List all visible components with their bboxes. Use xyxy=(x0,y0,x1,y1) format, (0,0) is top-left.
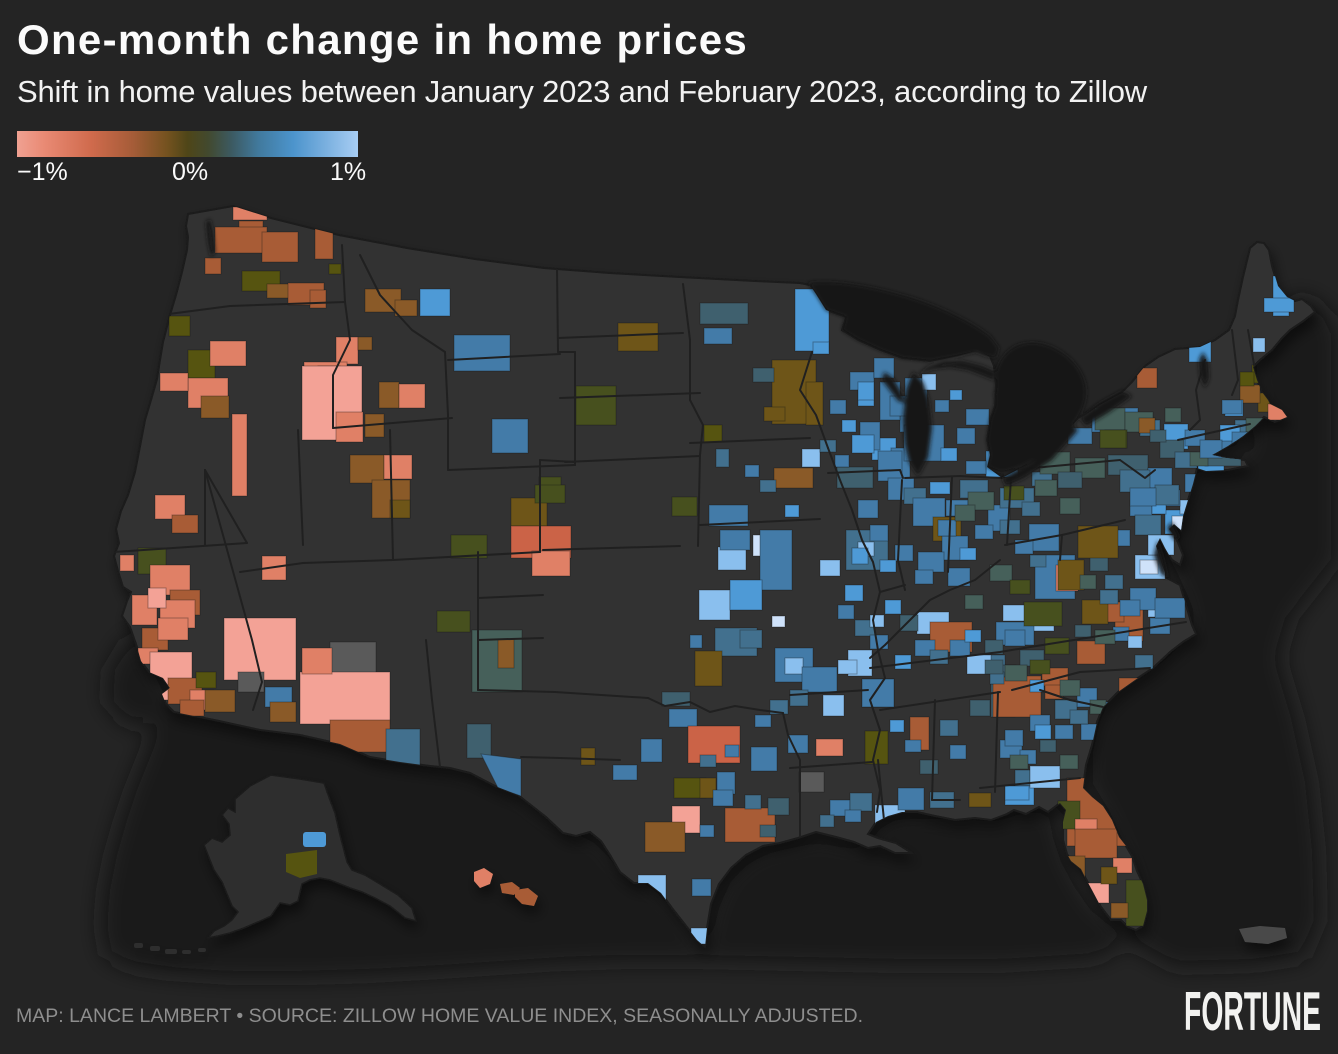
svg-text:FORTUNE: FORTUNE xyxy=(1184,980,1321,1040)
